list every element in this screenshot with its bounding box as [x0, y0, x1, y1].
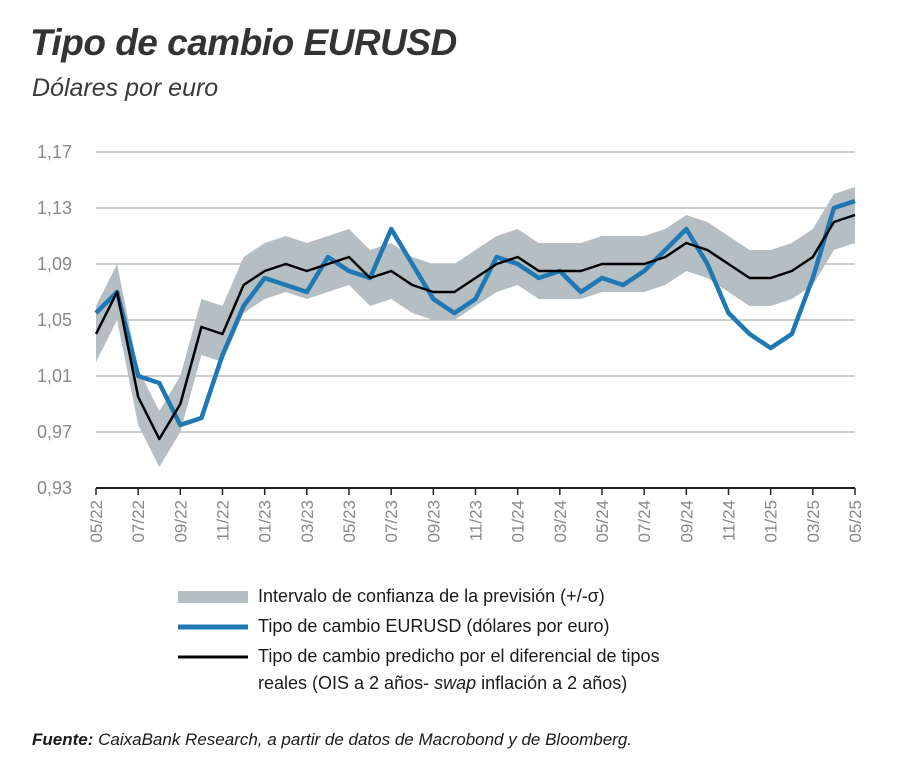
y-axis-ticks: 0,93 0,97 1,01 1,05 1,09 1,13 1,17: [37, 142, 72, 498]
x-tick-label-1: 07/22: [129, 500, 148, 543]
exchange-rate-chart: 0,930,971,011,051,091,131,17 05/22 07/22 0…: [37, 142, 865, 543]
y-tick-label-2: 1,01: [37, 366, 72, 386]
y-tick-label-1: 0,97: [37, 422, 72, 442]
legend-item-predicted: Tipo de cambio predicho por el diferenci…: [178, 643, 818, 697]
x-tick-label-0: 05/22: [87, 500, 106, 543]
legend-label-predicted-line2c: inflación a 2 años): [476, 673, 628, 693]
legend-label-predicted-line2a: reales (OIS a 2 años-: [258, 673, 435, 693]
source-label: Fuente:: [32, 730, 94, 749]
x-tick-label-18: 05/25: [846, 500, 865, 543]
x-tick-label-6: 05/23: [340, 500, 359, 543]
x-tick-label-12: 05/24: [593, 500, 612, 543]
x-tick-label-3: 11/22: [214, 500, 233, 541]
x-tick-label-2: 09/22: [171, 500, 190, 543]
legend-swatch-band: [178, 591, 248, 603]
x-tick-label-5: 03/23: [298, 500, 317, 543]
legend: Intervalo de confianza de la previsión (…: [178, 583, 818, 697]
x-tick-label-10: 01/24: [509, 500, 528, 543]
source-note: Fuente: CaixaBank Research, a partir de …: [32, 730, 632, 750]
legend-label-actual: Tipo de cambio EURUSD (dólares por euro): [258, 616, 610, 636]
actual-series-group: [94, 198, 856, 428]
x-tick-label-13: 07/24: [635, 500, 654, 543]
y-tick-label-6: 1,17: [37, 142, 72, 162]
x-tick-label-14: 09/24: [677, 500, 696, 543]
y-tick-label-4: 1,09: [37, 254, 72, 274]
legend-swatch-actual: [178, 624, 248, 630]
legend-item-actual: Tipo de cambio EURUSD (dólares por euro): [178, 613, 818, 643]
x-tick-label-16: 01/25: [762, 500, 781, 543]
legend-label-predicted-swap: swap: [434, 673, 477, 693]
predicted-series-group: [94, 213, 856, 441]
x-axis-ticks: 05/22 07/22 09/22 11/22 01/23 03/23 05/23 07/23…: [87, 488, 865, 543]
series-line-actual: [94, 198, 856, 428]
y-tick-label-3: 1,05: [37, 310, 72, 330]
x-tick-label-4: 01/23: [256, 500, 275, 543]
chart-subtitle: Dólares por euro: [32, 74, 219, 102]
legend-label-predicted-line1: Tipo de cambio predicho por el diferenci…: [258, 646, 660, 666]
chart-title: Tipo de cambio EURUSD: [30, 22, 457, 63]
legend-label-band: Intervalo de confianza de la previsión (…: [258, 586, 605, 606]
legend-swatch-predicted: [178, 655, 248, 659]
y-tick-label-5: 1,13: [37, 198, 72, 218]
source-text: CaixaBank Research, a partir de datos de…: [93, 730, 633, 749]
series-line-predicted: [94, 213, 856, 441]
legend-item-band: Intervalo de confianza de la previsión (…: [178, 583, 818, 613]
x-tick-label-7: 07/23: [382, 500, 401, 543]
x-tick-label-15: 11/24: [720, 500, 739, 541]
x-tick-label-9: 11/23: [467, 500, 486, 541]
legend-label-predicted: Tipo de cambio predicho por el diferenci…: [258, 643, 660, 697]
x-tick-label-8: 09/23: [424, 500, 443, 543]
x-tick-label-17: 03/25: [804, 500, 823, 543]
y-tick-label-0: 0,93: [37, 478, 72, 498]
x-tick-label-11: 03/24: [551, 500, 570, 543]
